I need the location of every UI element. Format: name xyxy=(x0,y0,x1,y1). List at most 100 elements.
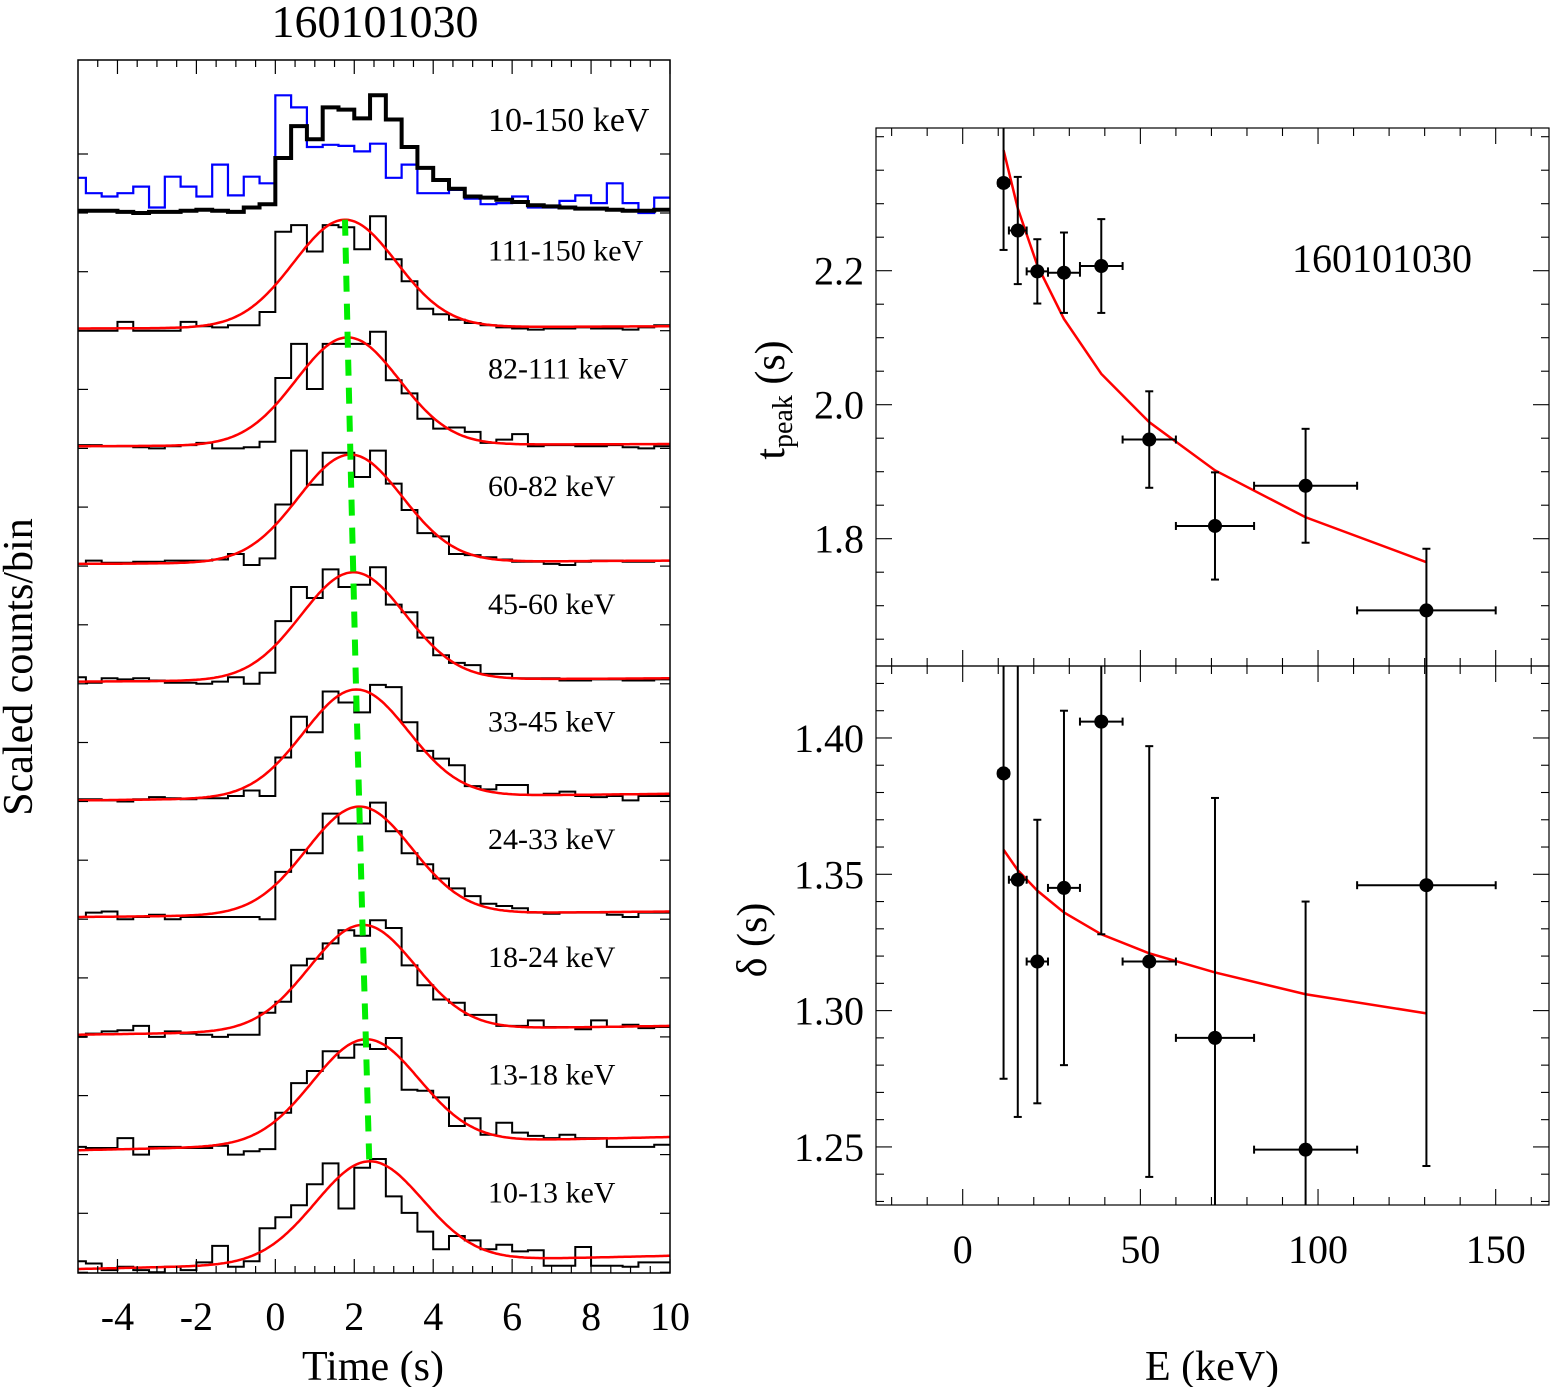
x-tick-label: 150 xyxy=(1466,1227,1526,1272)
panel-label: 18-24 keV xyxy=(488,941,616,974)
y-tick-label: 1.30 xyxy=(794,989,864,1034)
fit-line xyxy=(1002,149,1427,564)
tpeak-label-sub: peak xyxy=(768,395,799,448)
x-tick-label: 0 xyxy=(953,1227,973,1272)
tpeak-label-main: t xyxy=(748,448,794,460)
data-point-group xyxy=(1046,709,1081,1067)
y-tick-label: 2.0 xyxy=(814,383,864,428)
data-point xyxy=(996,175,1011,190)
data-point xyxy=(1298,1142,1313,1157)
channel-histogram xyxy=(78,683,670,803)
right-x-axis-label: E (keV) xyxy=(1145,1344,1279,1387)
panel-label: 10-13 keV xyxy=(488,1176,616,1209)
left-plot-area xyxy=(78,93,670,1273)
delta-frame xyxy=(875,665,1550,1206)
panel-label: 45-60 keV xyxy=(488,588,616,621)
x-tick-label: 50 xyxy=(1120,1227,1160,1272)
y-tick-label: 2.2 xyxy=(814,249,864,294)
data-point-group xyxy=(1174,471,1256,581)
data-point xyxy=(1094,714,1109,729)
data-point xyxy=(996,766,1011,781)
left-y-axis-label: Scaled counts/bin xyxy=(0,518,42,815)
panel-label: 33-45 keV xyxy=(488,706,616,739)
comparison-histogram xyxy=(78,94,670,215)
fit-curve xyxy=(78,923,670,1036)
data-point xyxy=(1056,880,1071,895)
y-tick-label: 1.25 xyxy=(794,1125,864,1170)
delta-label-main: δ xyxy=(730,958,776,978)
x-tick-label: 8 xyxy=(581,1294,601,1339)
channel-histogram xyxy=(78,566,670,685)
data-point-group xyxy=(1356,547,1497,666)
data-point-group xyxy=(1007,666,1028,1118)
data-point xyxy=(1056,265,1071,280)
panel-label: 111-150 keV xyxy=(488,235,644,268)
data-point xyxy=(1298,478,1313,493)
data-point-group xyxy=(1025,818,1049,1105)
fit-curve xyxy=(78,336,670,448)
y-tick-label: 1.35 xyxy=(794,852,864,897)
data-point-group xyxy=(1078,218,1124,314)
right-fit-panels: 1.8 2.0 2.2 1.25 1.30 1.35 1.40 0 50 100 150 xyxy=(794,127,1550,1272)
y-tick-label: 1.40 xyxy=(794,716,864,761)
fit-curve xyxy=(78,1038,670,1152)
data-point-group xyxy=(1025,238,1049,305)
delta-label-unit: (s) xyxy=(730,903,776,958)
x-tick-label: 100 xyxy=(1288,1227,1348,1272)
channel-histogram xyxy=(78,919,670,1038)
data-point xyxy=(1142,432,1157,447)
data-point xyxy=(1207,1030,1222,1045)
y-tick-label: 1.8 xyxy=(814,517,864,562)
fit-curve xyxy=(78,805,670,919)
x-tick-label: -4 xyxy=(101,1294,134,1339)
delta-plot-area xyxy=(996,666,1497,1205)
data-point-group xyxy=(1253,427,1359,544)
data-point xyxy=(1207,518,1222,533)
tpeak-frame xyxy=(875,127,1550,667)
data-point-group xyxy=(1078,666,1124,936)
channel-histogram xyxy=(78,1037,670,1156)
left-x-axis-label: Time (s) xyxy=(302,1344,444,1387)
data-point xyxy=(1094,259,1109,274)
data-point-group xyxy=(996,666,1011,1080)
x-tick-label: 0 xyxy=(265,1294,285,1339)
x-tick-label: 2 xyxy=(344,1294,364,1339)
x-tick-label: 4 xyxy=(423,1294,443,1339)
panel-label: 24-33 keV xyxy=(488,823,616,856)
tpeak-axis-label: tpeak (s) xyxy=(748,340,799,459)
left-chart-title: 160101030 xyxy=(272,0,479,47)
fit-curve xyxy=(78,571,670,683)
tpeak-label-unit: (s) xyxy=(748,340,794,395)
panel-label: 60-82 keV xyxy=(488,470,616,503)
fit-curve xyxy=(78,453,670,566)
fit-curve xyxy=(78,688,670,802)
right-annotation: 160101030 xyxy=(1292,236,1472,281)
data-point-group xyxy=(1253,900,1359,1205)
data-point-group xyxy=(1046,231,1081,314)
data-point xyxy=(1010,223,1025,238)
data-point-group xyxy=(1007,175,1028,286)
data-point-group xyxy=(1121,745,1177,1178)
channel-histogram xyxy=(78,449,670,566)
x-tick-label: 10 xyxy=(650,1294,690,1339)
total-histogram xyxy=(78,93,670,215)
data-point-group xyxy=(996,128,1011,251)
data-point xyxy=(1142,954,1157,969)
x-tick-label: 6 xyxy=(502,1294,522,1339)
x-tick-label: -2 xyxy=(180,1294,213,1339)
tpeak-plot-area xyxy=(996,128,1497,666)
data-point xyxy=(1010,872,1025,887)
panel-label: 13-18 keV xyxy=(488,1059,616,1092)
panel-label: 82-111 keV xyxy=(488,352,629,385)
channel-histogram xyxy=(78,215,670,332)
data-point xyxy=(1030,264,1045,279)
panel-label: 10-150 keV xyxy=(488,102,650,139)
data-point-group xyxy=(1121,390,1177,489)
fit-curve xyxy=(78,218,670,330)
data-point xyxy=(1419,878,1434,893)
delta-axis-label: δ (s) xyxy=(730,903,776,978)
data-point-group xyxy=(1356,666,1497,1168)
data-point-group xyxy=(1174,796,1256,1205)
left-light-curves: 10-150 keV 111-150 keV 82-111 keV 60-82 keV… xyxy=(77,59,690,1339)
